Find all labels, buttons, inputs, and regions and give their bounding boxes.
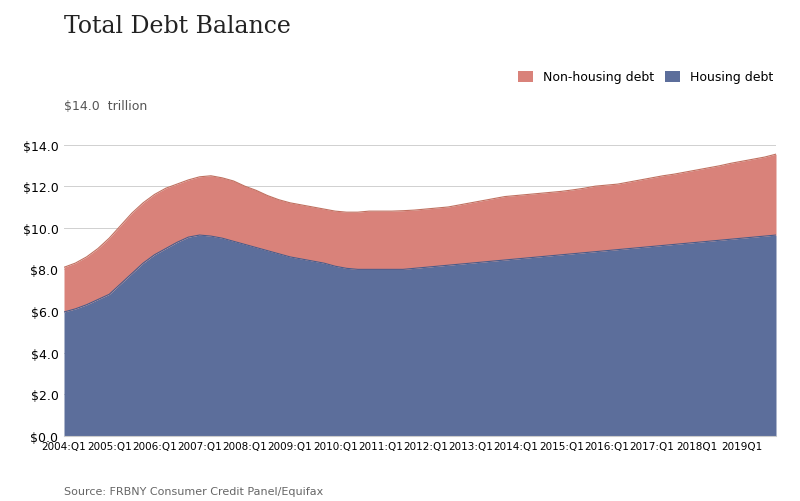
Text: $14.0  trillion: $14.0 trillion [64,100,147,113]
Legend: Non-housing debt, Housing debt: Non-housing debt, Housing debt [514,66,778,89]
Text: Total Debt Balance: Total Debt Balance [64,15,291,38]
Text: Source: FRBNY Consumer Credit Panel/Equifax: Source: FRBNY Consumer Credit Panel/Equi… [64,486,323,496]
